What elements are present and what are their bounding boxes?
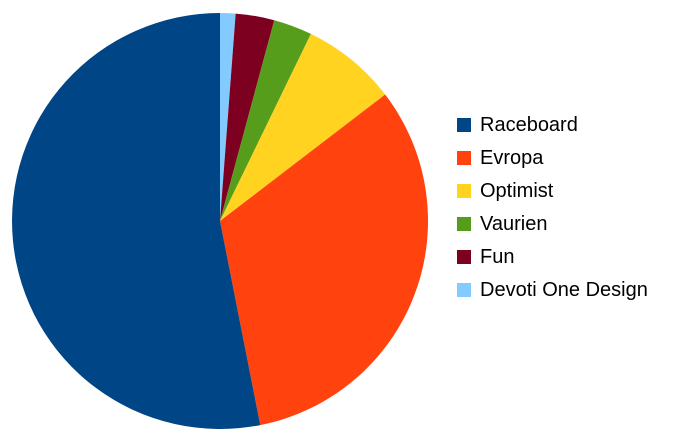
pie-slice-raceboard xyxy=(12,13,261,429)
legend-item-vaurien: Vaurien xyxy=(457,207,648,240)
legend-swatch-vaurien xyxy=(457,216,471,231)
pie-slice-optimist xyxy=(220,33,386,221)
legend-item-optimist: Optimist xyxy=(457,174,648,207)
legend-swatch-devoti-one-design xyxy=(457,282,471,297)
pie-slice-devoti-one-design xyxy=(220,12,236,221)
legend-label-devoti-one-design: Devoti One Design xyxy=(480,278,648,301)
legend-label-fun: Fun xyxy=(480,245,515,268)
legend-swatch-fun xyxy=(457,249,471,264)
legend-item-raceboard: Raceboard xyxy=(457,108,648,141)
legend-item-fun: Fun xyxy=(457,240,648,273)
pie-slice-fun xyxy=(220,13,275,222)
legend-swatch-evropa xyxy=(457,150,471,165)
legend-item-evropa: Evropa xyxy=(457,141,648,174)
chart-legend: Raceboard Evropa Optimist Vaurien Fun Devoti … xyxy=(457,108,648,306)
legend-label-raceboard: Raceboard xyxy=(480,113,578,136)
legend-label-optimist: Optimist xyxy=(480,179,554,202)
legend-swatch-optimist xyxy=(457,183,471,198)
legend-swatch-raceboard xyxy=(457,117,471,132)
legend-item-devoti-one-design: Devoti One Design xyxy=(457,273,648,306)
pie-slice-evropa xyxy=(220,94,429,426)
legend-label-vaurien: Vaurien xyxy=(480,212,548,235)
pie-slice-vaurien xyxy=(220,20,311,222)
legend-label-evropa: Evropa xyxy=(480,146,544,169)
